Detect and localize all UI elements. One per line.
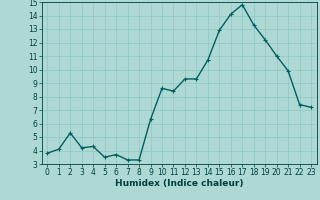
- X-axis label: Humidex (Indice chaleur): Humidex (Indice chaleur): [115, 179, 244, 188]
